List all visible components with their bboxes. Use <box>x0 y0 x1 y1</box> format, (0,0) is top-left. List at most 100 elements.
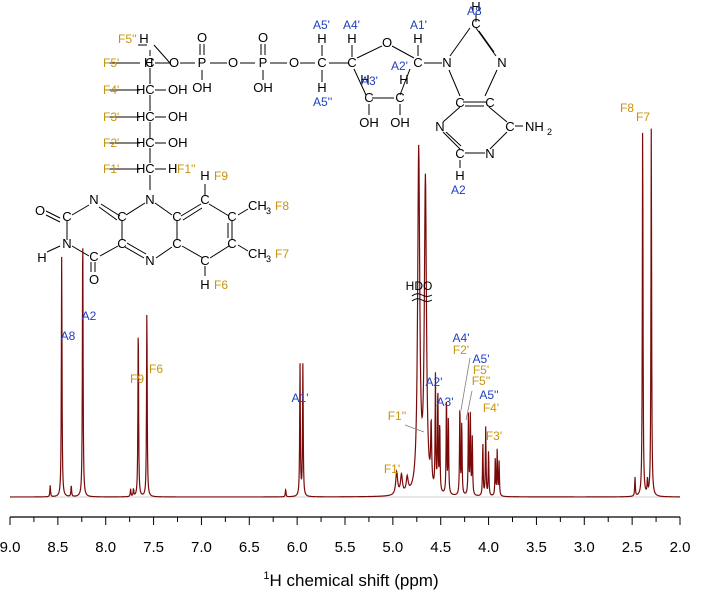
atom-label: C <box>62 209 71 224</box>
atom-label: C <box>485 95 494 110</box>
label-a5p: A5' <box>313 18 330 32</box>
atom-label: C <box>471 16 480 31</box>
peak-label-f9: F9 <box>130 372 144 386</box>
label-f1p: F1' <box>103 162 119 176</box>
atom-label: P <box>198 55 207 70</box>
x-axis-tick-labels: 9.0 8.5 8.0 7.5 7.0 6.5 6.0 5.5 5.0 4.5 4.0 3.5 3.0 2… <box>0 539 690 556</box>
x-tick-label: 5.5 <box>335 539 356 556</box>
atom-label: H <box>200 168 209 183</box>
atom-label: OH <box>168 82 188 97</box>
x-tick-label: 3.5 <box>526 539 547 556</box>
label-f8: F8 <box>275 199 289 213</box>
atom-label: O <box>258 30 268 45</box>
x-tick-label: 5.0 <box>382 539 403 556</box>
label-f5pp: F5'' <box>118 32 137 46</box>
label-a8: A8 <box>467 4 482 18</box>
atom-label: O <box>197 30 207 45</box>
atom-label: O <box>289 55 299 70</box>
label-a2p: A2' <box>391 59 408 73</box>
atom-label: C <box>364 90 373 105</box>
structure-proton-labels: F5'' F5' F4' F3' F2' F1' F1'' F9 F8 F7 F… <box>103 4 482 292</box>
atom-label: C <box>413 55 422 70</box>
peak-label-f4p: F4' <box>483 401 499 415</box>
label-f2p: F2' <box>103 136 119 150</box>
peak-label-f2p: F2' <box>453 343 469 357</box>
peak-label-a4p: A4' <box>453 331 470 345</box>
atom-label: 3 <box>266 254 271 264</box>
peak-label-a3p: A3' <box>437 395 454 409</box>
x-axis: 9.0 8.5 8.0 7.5 7.0 6.5 6.0 5.5 5.0 4.5 4.0 3.5 3.0 2… <box>0 516 690 590</box>
atom-label: H <box>455 168 464 183</box>
peak-label-f8: F8 <box>620 101 634 115</box>
peak-label-f5p: F5' <box>473 363 489 377</box>
atom-label: O <box>228 55 238 70</box>
atom-label: OH <box>168 135 188 150</box>
atom-label: C <box>172 209 181 224</box>
label-f9: F9 <box>214 169 228 183</box>
atom-label: N <box>497 55 506 70</box>
atom-label: N <box>442 55 451 70</box>
atom-label: N <box>62 236 71 251</box>
atom-label: C <box>145 161 154 176</box>
atom-label: C <box>145 82 154 97</box>
fad-structure <box>45 13 523 276</box>
atom-label: H <box>413 31 422 46</box>
peak-label-f3p: F3' <box>486 429 502 443</box>
label-f1pp: F1'' <box>177 162 196 176</box>
atom-label: C <box>347 55 356 70</box>
label-f4p: F4' <box>103 83 119 97</box>
x-tick-label: 4.5 <box>430 539 451 556</box>
atom-label: C <box>227 209 236 224</box>
structure-atoms: H C H O H C OH H C OH H C OH H C H P O O… <box>35 0 552 292</box>
atom-label: C <box>200 192 209 207</box>
atom-label: H <box>360 72 369 87</box>
atom-label: C <box>317 55 326 70</box>
x-tick-label: 2.0 <box>670 539 691 556</box>
atom-label: OH <box>253 80 273 95</box>
atom-label: C <box>145 109 154 124</box>
peak-label-a8: A8 <box>61 329 76 343</box>
atom-label: C <box>172 236 181 251</box>
label-a2: A2 <box>451 183 466 197</box>
atom-label: C <box>117 209 126 224</box>
atom-label: O <box>169 55 179 70</box>
atom-label: OH <box>168 109 188 124</box>
atom-label: C <box>505 119 514 134</box>
atom-label: H <box>200 277 209 292</box>
atom-label: H <box>136 161 145 176</box>
hdo-break-marker <box>411 293 433 302</box>
atom-label: H <box>139 31 148 46</box>
atom-label: OH <box>390 115 410 130</box>
atom-label: H <box>136 109 145 124</box>
atom-label: 3 <box>266 206 271 216</box>
x-axis-ticks <box>9 517 681 525</box>
atom-label: O <box>35 203 45 218</box>
label-f6: F6 <box>214 278 228 292</box>
x-tick-label: 6.5 <box>239 539 260 556</box>
atom-label: H <box>317 31 326 46</box>
peak-label-f5pp: F5'' <box>472 374 491 388</box>
label-a1p: A1' <box>410 18 427 32</box>
atom-label: CH <box>248 246 267 261</box>
atom-label: C <box>145 135 154 150</box>
label-f7: F7 <box>275 247 289 261</box>
atom-label: H <box>471 0 480 14</box>
x-tick-label: 9.0 <box>0 539 20 556</box>
x-tick-label: 7.5 <box>143 539 164 556</box>
atom-label: CH <box>248 198 267 213</box>
x-axis-label: 1H chemical shift (ppm) <box>263 570 438 590</box>
atom-label: C <box>455 146 464 161</box>
x-tick-label: 6.0 <box>287 539 308 556</box>
atom-label: H <box>136 135 145 150</box>
atom-label: C <box>227 236 236 251</box>
label-a4p: A4' <box>343 18 360 32</box>
atom-label: C <box>200 253 209 268</box>
atom-label: OH <box>192 80 212 95</box>
x-tick-label: 8.5 <box>47 539 68 556</box>
x-tick-label: 3.0 <box>574 539 595 556</box>
atom-label: C <box>89 249 98 264</box>
peak-leader-lines <box>404 357 473 433</box>
atom-label: 2 <box>547 127 552 137</box>
atom-label: H <box>144 55 153 70</box>
